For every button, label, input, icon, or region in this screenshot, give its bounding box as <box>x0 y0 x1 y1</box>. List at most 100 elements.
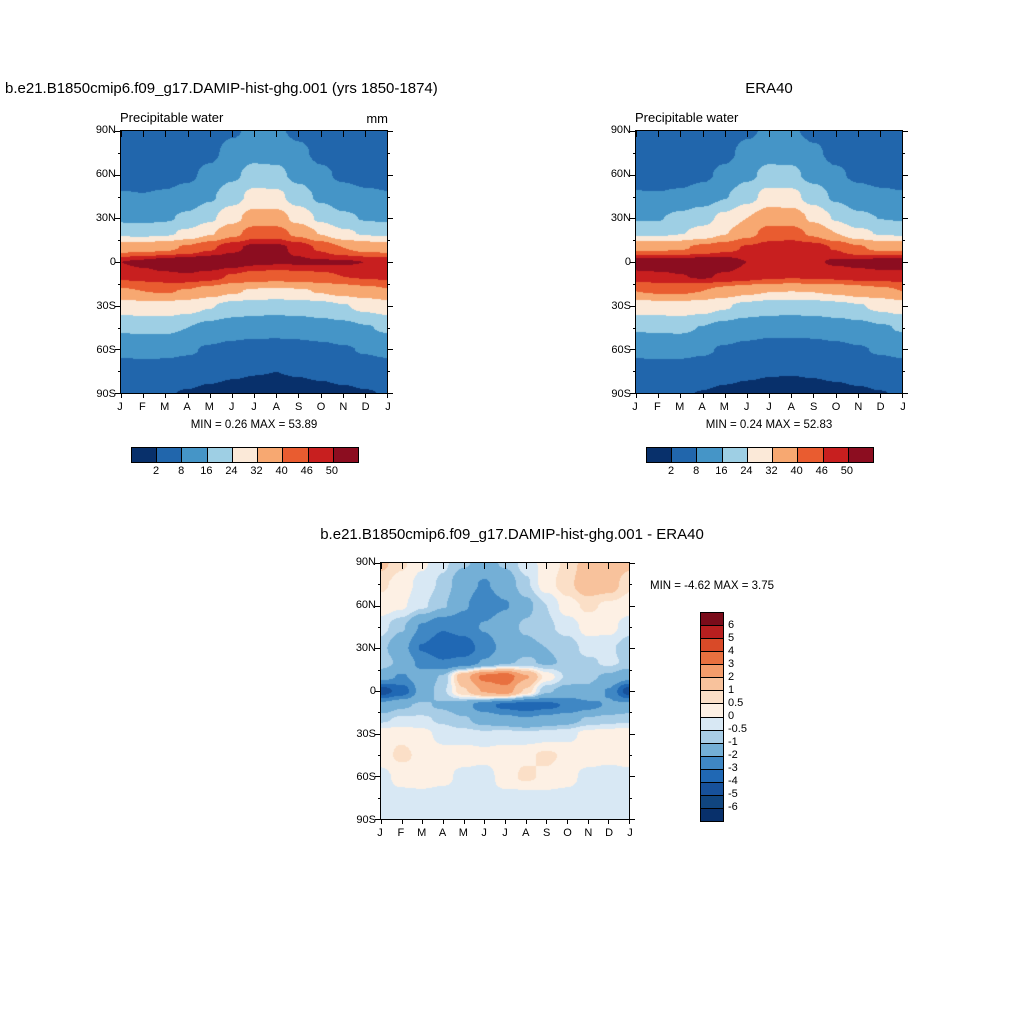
colorbar-segment <box>308 448 334 462</box>
month-label: M <box>204 401 214 413</box>
minmax-label: MIN = -4.62 MAX = 3.75 <box>650 580 775 592</box>
heatmap-canvas-model <box>120 130 388 394</box>
colorbar-tick-label: 3 <box>728 658 735 670</box>
colorbar-tick-label: -6 <box>728 801 738 813</box>
month-label: J <box>900 401 906 413</box>
lat-label: 90N <box>355 556 376 568</box>
month-label: N <box>584 827 593 839</box>
colorbar-segment <box>701 652 723 666</box>
units-label: mm <box>366 111 388 126</box>
latitude-axis: 90N 60N 30N 0 30S 60S 90S <box>350 556 376 826</box>
latitude-axis: 90N 60N 30N 0 30S 60S 90S <box>90 124 116 400</box>
month-label: S <box>294 401 303 413</box>
lat-label: 0 <box>624 256 631 268</box>
colorbar-segment <box>207 448 233 462</box>
month-label: J <box>385 401 391 413</box>
colorbar-segment <box>701 808 723 821</box>
lat-label: 60S <box>96 344 116 356</box>
month-label: M <box>675 401 685 413</box>
colorbar-tick-label: 24 <box>740 465 753 477</box>
colorbar-segment <box>701 704 723 718</box>
colorbar-tick-label: 2 <box>153 465 160 477</box>
colorbar-tick-label: 46 <box>300 465 313 477</box>
difference-title: b.e21.B1850cmip6.f09_g17.DAMIP-hist-ghg.… <box>320 526 704 543</box>
colorbar-tick-label: 2 <box>728 671 735 683</box>
colorbar-tick-label: -3 <box>728 762 738 774</box>
colorbar-segment <box>722 448 748 462</box>
colorbar-segment <box>283 448 309 462</box>
colorbar-segment <box>672 448 698 462</box>
colorbar-segment <box>798 448 824 462</box>
lat-label: 90N <box>610 124 631 136</box>
lat-label: 90S <box>611 388 631 400</box>
colorbar-segment <box>747 448 774 462</box>
colorbar-segment <box>647 448 673 462</box>
month-label: S <box>809 401 818 413</box>
lat-label: 30N <box>95 212 116 224</box>
colorbar-segment <box>701 717 723 731</box>
month-label: M <box>719 401 729 413</box>
lat-label: 90N <box>95 124 116 136</box>
colorbar-tick-label: 16 <box>715 465 728 477</box>
colorbar <box>700 612 724 822</box>
month-label: M <box>458 827 468 839</box>
colorbar-segment <box>848 448 873 462</box>
colorbar-labels: 6 5 4 3 2 1 0.5 0 -0.5 -1 -2 -3 -4 -5 -6 <box>728 612 762 820</box>
month-label: O <box>831 401 841 413</box>
month-label: J <box>627 827 633 839</box>
lat-label: 30S <box>96 300 116 312</box>
colorbar-segment <box>701 678 723 692</box>
month-label: M <box>417 827 427 839</box>
lat-label: 90S <box>96 388 116 400</box>
month-label: A <box>272 401 280 413</box>
month-label: A <box>183 401 191 413</box>
lat-label: 30N <box>355 642 376 654</box>
month-label: A <box>787 401 795 413</box>
colorbar-segment <box>701 795 723 809</box>
month-label: A <box>698 401 706 413</box>
colorbar-tick-label: 6 <box>728 619 735 631</box>
colorbar-segment <box>157 448 183 462</box>
minmax-label: MIN = 0.24 MAX = 52.83 <box>705 419 833 431</box>
colorbar-tick-label: 8 <box>693 465 700 477</box>
colorbar <box>131 447 359 463</box>
colorbar-labels: 2 8 16 24 32 40 46 50 <box>131 465 357 477</box>
colorbar-segment <box>182 448 208 462</box>
panel-model: Precipitable water mm 90N 60N 30N 0 30S 60S 90… <box>90 108 420 508</box>
colorbar-segment <box>333 448 358 462</box>
month-label: F <box>397 827 405 839</box>
colorbar-tick-label: 4 <box>728 645 735 657</box>
month-label: F <box>653 401 661 413</box>
colorbar-segment <box>258 448 284 462</box>
month-label: M <box>160 401 170 413</box>
colorbar-tick-label: -0.5 <box>728 723 747 735</box>
colorbar-segment <box>701 782 723 796</box>
month-label: J <box>743 401 750 413</box>
latitude-axis: 90N 60N 30N 0 30S 60S 90S <box>605 124 631 400</box>
colorbar-tick-label: 5 <box>728 632 735 644</box>
colorbar-tick-label: 16 <box>200 465 213 477</box>
month-label: O <box>316 401 326 413</box>
variable-label: Precipitable water <box>120 110 224 125</box>
lat-label: 30S <box>611 300 631 312</box>
month-label: D <box>605 827 614 839</box>
colorbar-tick-label: 32 <box>250 465 263 477</box>
colorbar-tick-label: 50 <box>840 465 853 477</box>
lat-label: 90S <box>356 814 376 826</box>
month-label: J <box>502 827 508 839</box>
colorbar-segment <box>701 730 723 744</box>
month-label: J <box>481 827 487 839</box>
colorbar-labels: 2 8 16 24 32 40 46 50 <box>646 465 872 477</box>
colorbar-tick-label: -4 <box>728 775 738 787</box>
colorbar-tick-label: -5 <box>728 788 738 800</box>
colorbar-segment <box>773 448 799 462</box>
colorbar-segment <box>701 613 723 627</box>
colorbar-segment <box>132 448 158 462</box>
lat-label: 60N <box>355 599 376 611</box>
colorbar-segment <box>701 756 723 770</box>
colorbar-segment <box>701 665 723 679</box>
colorbar <box>646 447 874 463</box>
